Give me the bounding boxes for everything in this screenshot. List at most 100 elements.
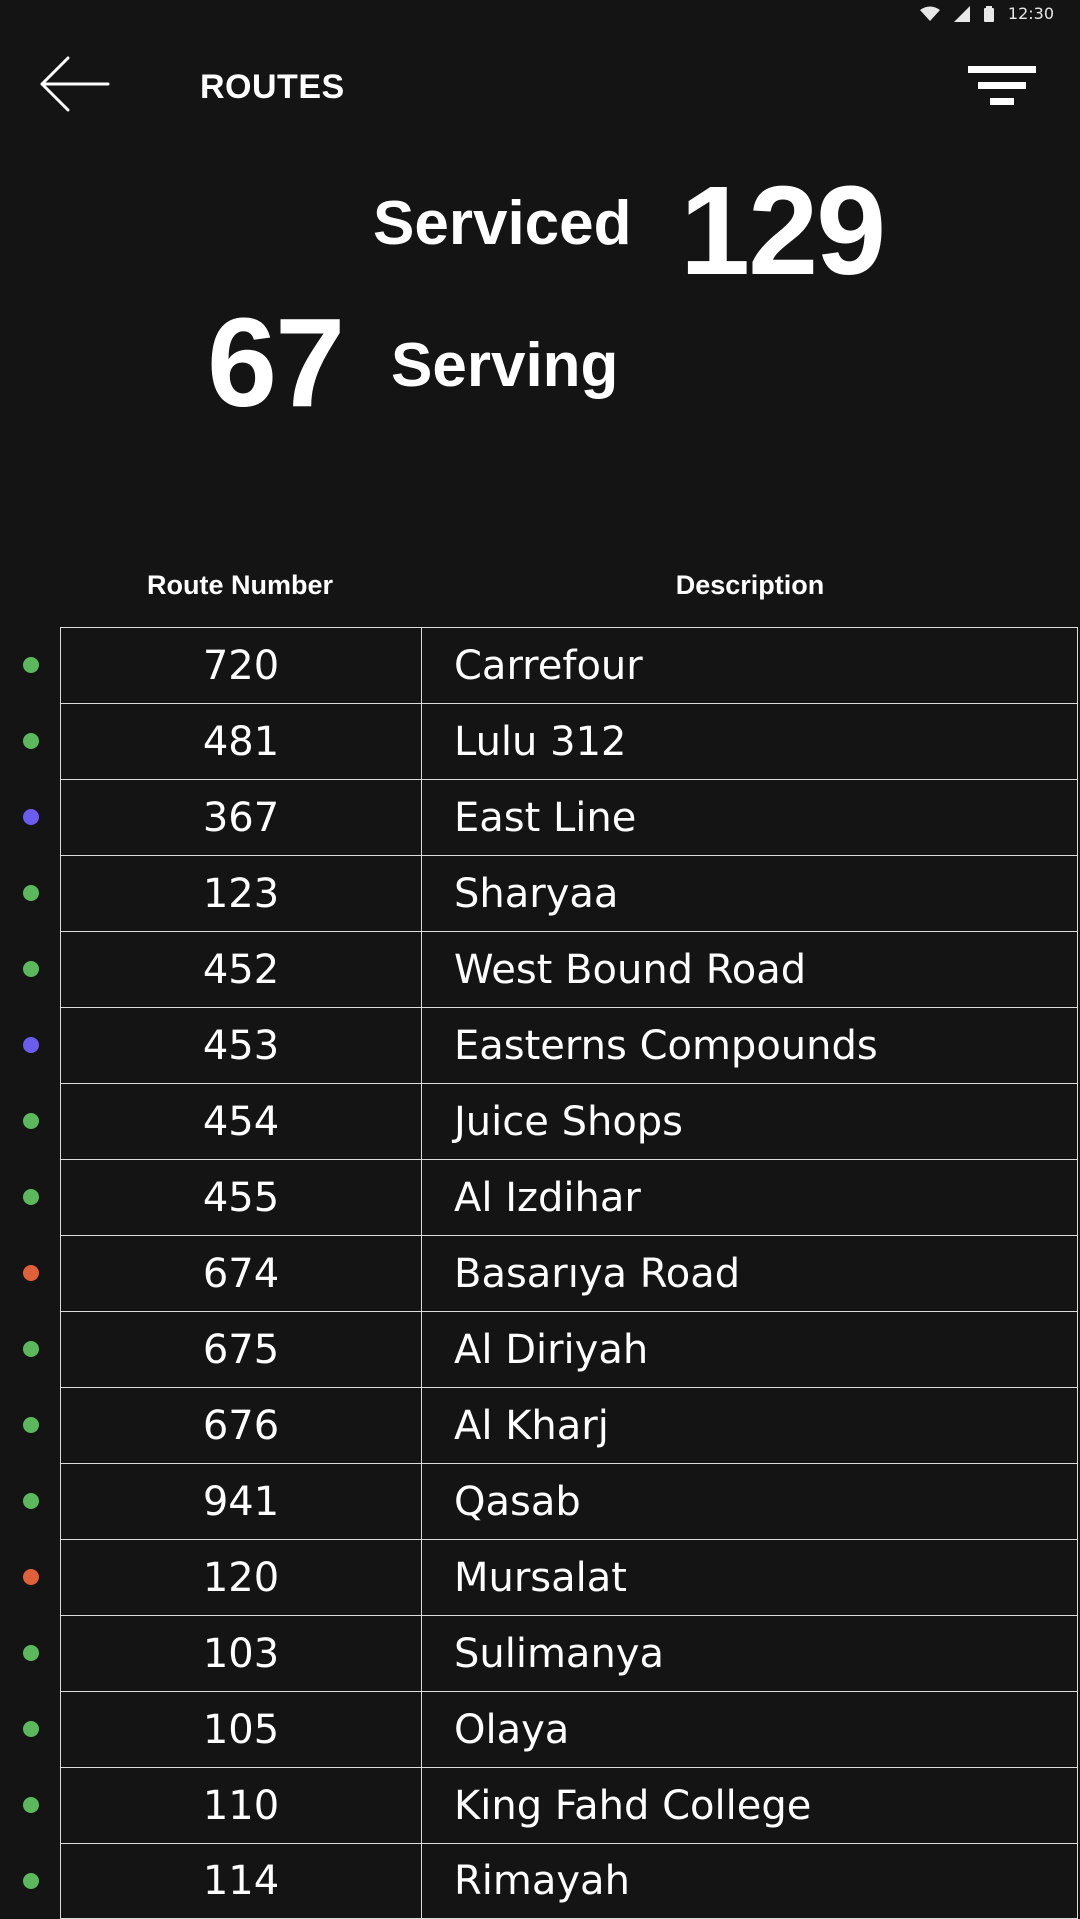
- row-cells: 720 Carrefour: [60, 627, 1078, 703]
- row-cells: 105 Olaya: [60, 1691, 1078, 1767]
- row-cells: 674 Basarıya Road: [60, 1235, 1078, 1311]
- row-cells: 676 Al Kharj: [60, 1387, 1078, 1463]
- route-number-cell: 455: [61, 1160, 422, 1235]
- route-number-cell: 452: [61, 932, 422, 1007]
- table-row[interactable]: 110 King Fahd College: [0, 1767, 1080, 1843]
- row-cells: 103 Sulimanya: [60, 1615, 1078, 1691]
- row-cells: 452 West Bound Road: [60, 931, 1078, 1007]
- route-number-cell: 675: [61, 1312, 422, 1387]
- description-cell: Sharyaa: [454, 870, 619, 917]
- route-number-cell: 110: [61, 1768, 422, 1843]
- status-dot: [23, 1797, 39, 1813]
- table-row[interactable]: 674 Basarıya Road: [0, 1235, 1080, 1311]
- filter-icon: [968, 66, 1036, 105]
- description-cell: Juice Shops: [454, 1098, 684, 1145]
- table-row[interactable]: 481 Lulu 312: [0, 703, 1080, 779]
- route-number-cell: 123: [61, 856, 422, 931]
- route-number-cell: 367: [61, 780, 422, 855]
- battery-icon: [983, 5, 994, 22]
- route-number-cell: 103: [61, 1616, 422, 1691]
- route-number-cell: 674: [61, 1236, 422, 1311]
- status-dot: [23, 1037, 39, 1053]
- row-cells: 453 Easterns Compounds: [60, 1007, 1078, 1083]
- description-cell: Al Izdihar: [454, 1174, 641, 1221]
- description-cell: Easterns Compounds: [454, 1022, 878, 1069]
- table-row[interactable]: 676 Al Kharj: [0, 1387, 1080, 1463]
- status-dot: [23, 1265, 39, 1281]
- route-number-cell: 676: [61, 1388, 422, 1463]
- status-dot: [23, 657, 39, 673]
- signal-icon: [953, 5, 970, 22]
- table-row[interactable]: 123 Sharyaa: [0, 855, 1080, 931]
- table-row[interactable]: 120 Mursalat: [0, 1539, 1080, 1615]
- status-dot: [23, 809, 39, 825]
- row-cells: 481 Lulu 312: [60, 703, 1078, 779]
- status-dot: [23, 733, 39, 749]
- description-cell: Carrefour: [454, 642, 643, 689]
- status-dot: [23, 1569, 39, 1585]
- table-row[interactable]: 105 Olaya: [0, 1691, 1080, 1767]
- table-row[interactable]: 720 Carrefour: [0, 627, 1080, 703]
- route-number-cell: 105: [61, 1692, 422, 1767]
- description-cell: Al Diriyah: [454, 1326, 649, 1373]
- status-time: 12:30: [1007, 4, 1054, 23]
- row-cells: 110 King Fahd College: [60, 1767, 1078, 1843]
- page-title: ROUTES: [200, 68, 345, 106]
- arrow-left-icon: [40, 56, 110, 112]
- table-row[interactable]: 941 Qasab: [0, 1463, 1080, 1539]
- back-button[interactable]: [36, 54, 112, 114]
- serving-label: Serving: [391, 331, 619, 400]
- row-cells: 455 Al Izdihar: [60, 1159, 1078, 1235]
- column-header-route-number: Route Number: [146, 570, 333, 600]
- table-row[interactable]: 103 Sulimanya: [0, 1615, 1080, 1691]
- description-cell: Basarıya Road: [454, 1250, 741, 1297]
- serving-count: 67: [207, 292, 345, 433]
- table-row[interactable]: 455 Al Izdihar: [0, 1159, 1080, 1235]
- description-cell: King Fahd College: [454, 1782, 812, 1829]
- status-dot: [23, 1645, 39, 1661]
- table-row[interactable]: 367 East Line: [0, 779, 1080, 855]
- route-number-cell: 120: [61, 1540, 422, 1615]
- status-dot: [23, 1113, 39, 1129]
- status-dot: [23, 1493, 39, 1509]
- table-row[interactable]: 675 Al Diriyah: [0, 1311, 1080, 1387]
- status-bar: 12:30: [0, 0, 1080, 28]
- description-cell: West Bound Road: [454, 946, 807, 993]
- table-row[interactable]: 452 West Bound Road: [0, 931, 1080, 1007]
- row-cells: 367 East Line: [60, 779, 1078, 855]
- route-number-cell: 114: [61, 1844, 422, 1918]
- status-dot: [23, 1417, 39, 1433]
- status-dot: [23, 1721, 39, 1737]
- description-cell: Qasab: [454, 1478, 581, 1525]
- table-row[interactable]: 114 Rimayah: [0, 1843, 1080, 1919]
- description-cell: East Line: [454, 794, 637, 841]
- row-cells: 454 Juice Shops: [60, 1083, 1078, 1159]
- filter-button[interactable]: [964, 58, 1040, 114]
- row-cells: 675 Al Diriyah: [60, 1311, 1078, 1387]
- route-number-cell: 941: [61, 1464, 422, 1539]
- row-cells: 123 Sharyaa: [60, 855, 1078, 931]
- description-cell: Lulu 312: [454, 718, 627, 765]
- description-cell: Rimayah: [454, 1858, 630, 1904]
- status-dot: [23, 961, 39, 977]
- description-cell: Sulimanya: [454, 1630, 664, 1677]
- route-number-cell: 481: [61, 704, 422, 779]
- status-dot: [23, 885, 39, 901]
- route-number-cell: 454: [61, 1084, 422, 1159]
- app-bar: ROUTES: [0, 40, 1080, 136]
- description-cell: Olaya: [454, 1706, 570, 1753]
- row-cells: 114 Rimayah: [60, 1843, 1078, 1919]
- wifi-icon: [919, 6, 940, 21]
- route-number-cell: 453: [61, 1008, 422, 1083]
- row-cells: 941 Qasab: [60, 1463, 1078, 1539]
- route-number-cell: 720: [61, 628, 422, 703]
- routes-table: 720 Carrefour 481 Lulu 312 367 East Line 123 Sh…: [0, 627, 1080, 1919]
- serviced-count: 129: [680, 160, 886, 301]
- table-header: Route Number Description: [60, 570, 1080, 610]
- table-row[interactable]: 453 Easterns Compounds: [0, 1007, 1080, 1083]
- description-cell: Al Kharj: [454, 1402, 609, 1449]
- serviced-label: Serviced: [373, 189, 632, 258]
- status-dot: [23, 1341, 39, 1357]
- table-row[interactable]: 454 Juice Shops: [0, 1083, 1080, 1159]
- description-cell: Mursalat: [454, 1554, 627, 1601]
